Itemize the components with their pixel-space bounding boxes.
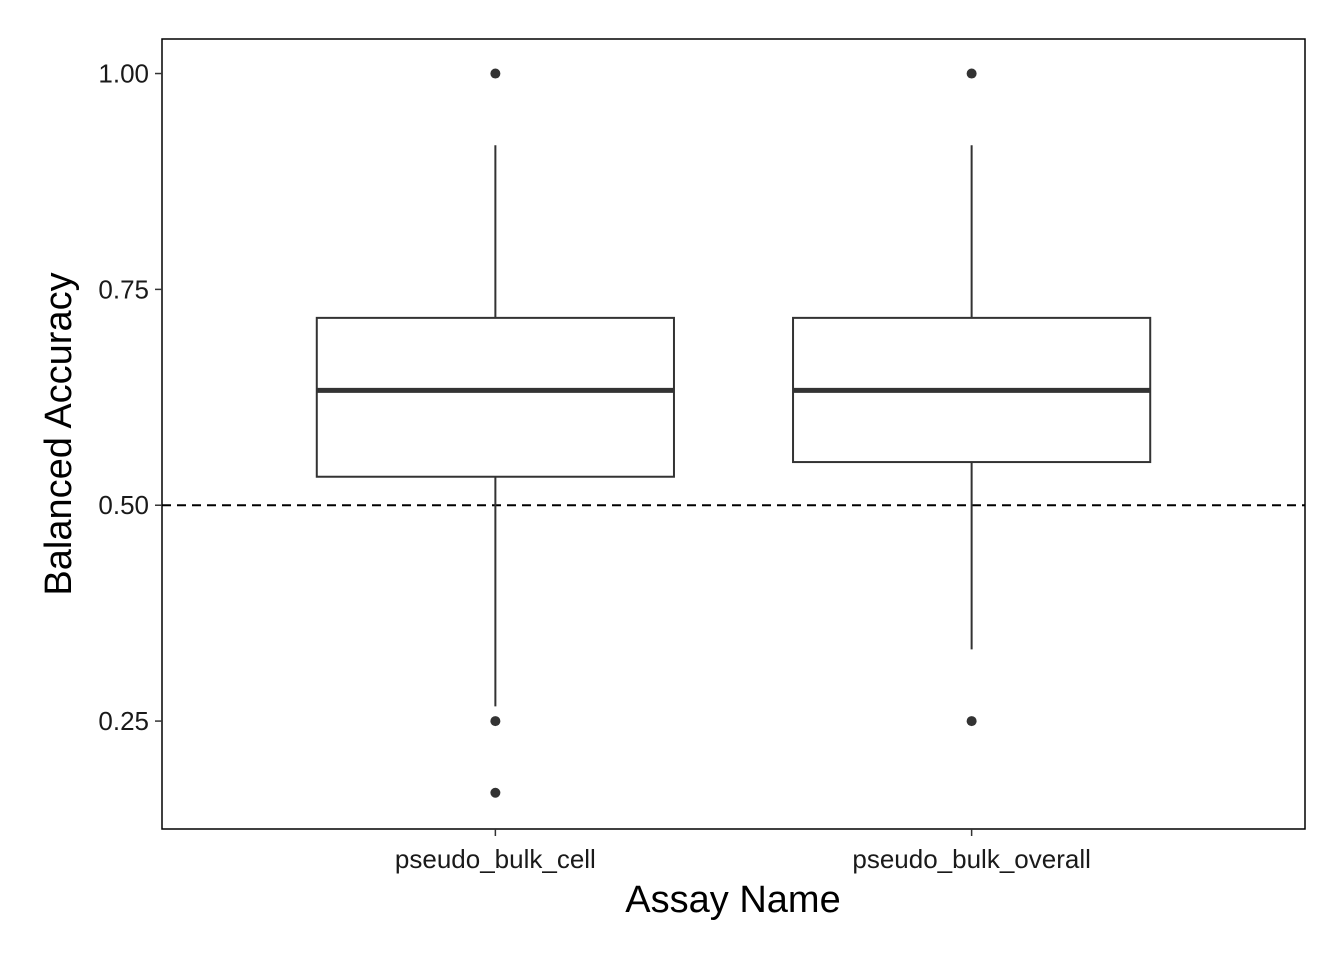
y-tick-label: 0.75 <box>98 274 149 304</box>
panel-border <box>161 38 1306 830</box>
y-tick-label: 1.00 <box>98 59 149 89</box>
axes: 0.25 0.50 0.75 1.00 pseudo_bulk_cell pseudo_b… <box>98 59 1090 874</box>
x-axis-title: Assay Name <box>625 879 840 921</box>
outlier-point <box>490 68 501 79</box>
x-tick-label: pseudo_bulk_overall <box>852 844 1091 874</box>
y-tick-label: 0.50 <box>98 490 149 520</box>
outlier-point <box>966 68 977 79</box>
y-tick-label: 0.25 <box>98 706 149 736</box>
box-group-pseudo_bulk_cell <box>315 68 675 798</box>
outlier-point <box>490 787 501 798</box>
x-tick-label: pseudo_bulk_cell <box>395 844 596 874</box>
box-group-pseudo_bulk_overall <box>792 68 1152 727</box>
outlier-point <box>966 716 977 727</box>
y-axis-title: Balanced Accuracy <box>38 272 80 595</box>
chart-marks <box>162 68 1305 798</box>
outlier-point <box>490 716 501 727</box>
box-iqr <box>315 316 675 478</box>
